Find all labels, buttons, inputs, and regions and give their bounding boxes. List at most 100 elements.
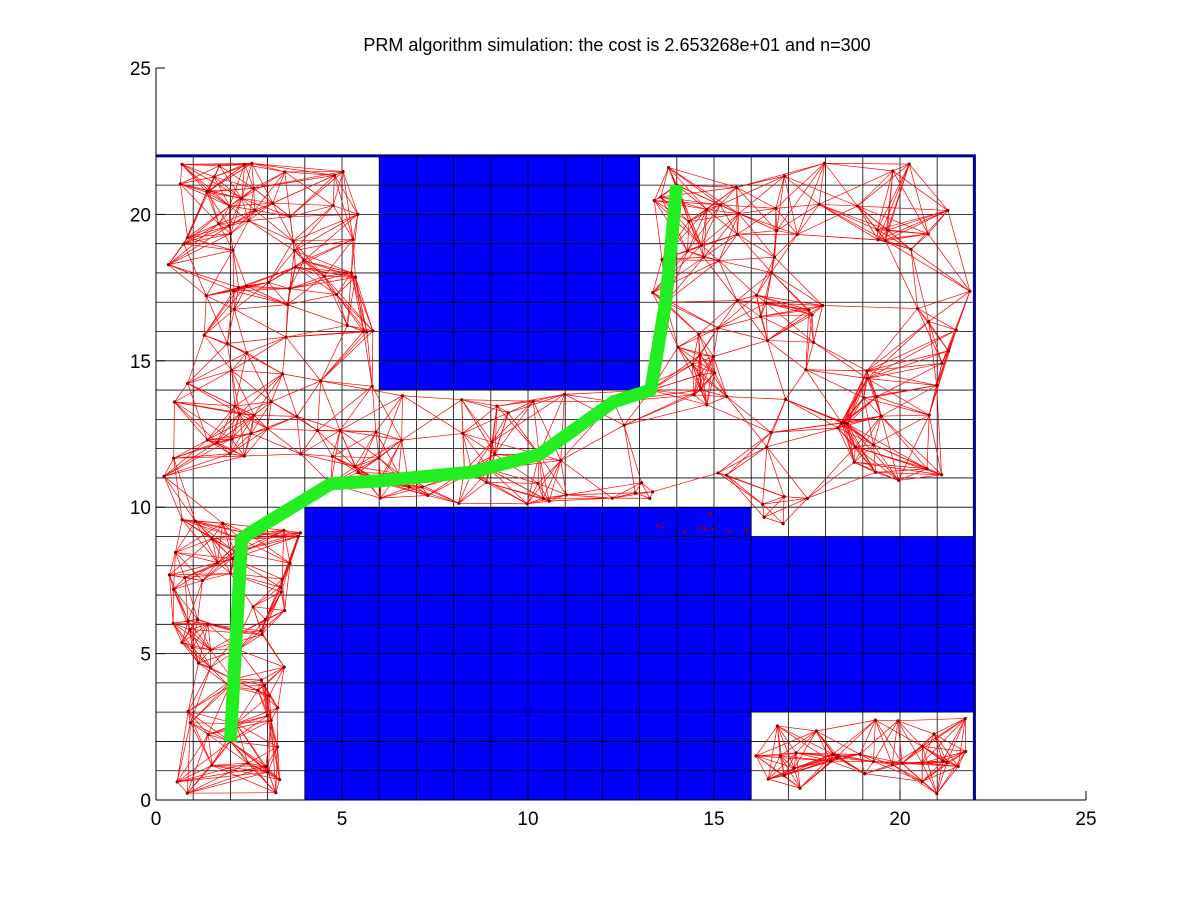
roadmap-node [331, 203, 335, 208]
roadmap-edge [875, 720, 893, 765]
roadmap-edge [226, 290, 235, 344]
roadmap-edge [172, 623, 193, 648]
roadmap-edge [206, 250, 234, 296]
roadmap-node [186, 709, 190, 714]
roadmap-edge [857, 163, 910, 207]
roadmap-edge [169, 573, 231, 576]
roadmap-edge [908, 163, 949, 211]
roadmap-edge [846, 370, 868, 424]
roadmap-edge [878, 233, 929, 241]
roadmap-edge [237, 649, 262, 681]
roadmap-edge [881, 414, 930, 417]
roadmap-edge [285, 331, 367, 338]
roadmap-node [858, 752, 862, 756]
roadmap-node [873, 718, 877, 722]
roadmap-node [920, 744, 925, 749]
roadmap-edge [235, 695, 270, 724]
roadmap-edge [270, 707, 279, 721]
roadmap-edge [163, 476, 223, 524]
roadmap-edge [295, 238, 354, 268]
roadmap-edge [462, 405, 498, 434]
roadmap-node [172, 400, 177, 404]
roadmap-edge [336, 294, 368, 333]
roadmap-edge [232, 666, 285, 680]
roadmap-edge [320, 331, 368, 382]
roadmap-edge [921, 718, 966, 764]
roadmap-edge [538, 454, 544, 499]
roadmap-edge [755, 730, 817, 757]
roadmap-edge [837, 719, 876, 757]
roadmap-node [792, 766, 796, 770]
roadmap-edge [699, 354, 728, 397]
roadmap-edge [718, 260, 757, 296]
roadmap-edge [496, 405, 509, 414]
roadmap-edge [917, 308, 929, 322]
roadmap-edge [409, 486, 428, 496]
roadmap-edge [294, 250, 352, 274]
roadmap-node [208, 665, 213, 670]
roadmap-edge [268, 695, 279, 709]
roadmap-edge [187, 711, 213, 766]
roadmap-node [829, 759, 833, 763]
roadmap-edge [854, 461, 928, 470]
roadmap-edge [217, 551, 236, 563]
roadmap-edge [634, 482, 642, 494]
roadmap-edge [187, 678, 233, 712]
roadmap-edge [793, 752, 797, 769]
roadmap-node [781, 522, 785, 526]
roadmap-edge [767, 314, 813, 341]
roadmap-edge [187, 335, 205, 384]
roadmap-edge [921, 760, 943, 782]
roadmap-edge [771, 272, 823, 306]
roadmap-node [267, 694, 271, 698]
roadmap-edge [832, 719, 876, 755]
roadmap-node [461, 431, 465, 436]
roadmap-node [655, 523, 660, 527]
roadmap-edge [272, 175, 335, 204]
roadmap-edge [317, 430, 333, 457]
roadmap-node [374, 430, 378, 434]
roadmap-edge [780, 730, 817, 757]
roadmap-edge [267, 720, 272, 773]
roadmap-edge [266, 715, 280, 780]
roadmap-edge [507, 412, 540, 455]
roadmap-edge [207, 439, 218, 443]
roadmap-edge [254, 209, 294, 242]
roadmap-edge [378, 457, 399, 474]
roadmap-edge [174, 401, 208, 441]
roadmap-node [745, 528, 749, 532]
roadmap-edge [841, 422, 874, 446]
roadmap-edge [232, 220, 249, 251]
roadmap-edge [767, 305, 823, 341]
roadmap-edge [776, 204, 820, 231]
roadmap-edge [267, 746, 278, 773]
roadmap-edge [294, 250, 325, 277]
roadmap-edge [231, 370, 240, 414]
roadmap-edge [703, 234, 738, 258]
roadmap-edge [251, 433, 301, 455]
roadmap-edge [180, 176, 215, 185]
roadmap-node [280, 577, 284, 581]
roadmap-edge [247, 746, 278, 764]
roadmap-edge [231, 369, 283, 375]
roadmap-edge [489, 469, 544, 499]
roadmap-edge [692, 327, 719, 365]
roadmap-node [231, 248, 235, 252]
roadmap-edge [756, 256, 775, 296]
roadmap-edge [179, 164, 183, 184]
roadmap-edge [873, 444, 942, 476]
roadmap-edge [252, 591, 282, 608]
roadmap-edge [766, 340, 786, 400]
roadmap-edge [320, 325, 348, 382]
roadmap-edge [566, 492, 636, 496]
roadmap-edge [346, 272, 352, 326]
roadmap-node [271, 201, 275, 205]
roadmap-edge [248, 216, 291, 221]
roadmap-edge [880, 415, 942, 476]
roadmap-edge [859, 720, 876, 755]
roadmap-edge [807, 471, 876, 499]
roadmap-edge [380, 486, 410, 499]
roadmap-edge [401, 433, 463, 441]
roadmap-edge [706, 404, 772, 433]
roadmap-edge [289, 272, 352, 289]
